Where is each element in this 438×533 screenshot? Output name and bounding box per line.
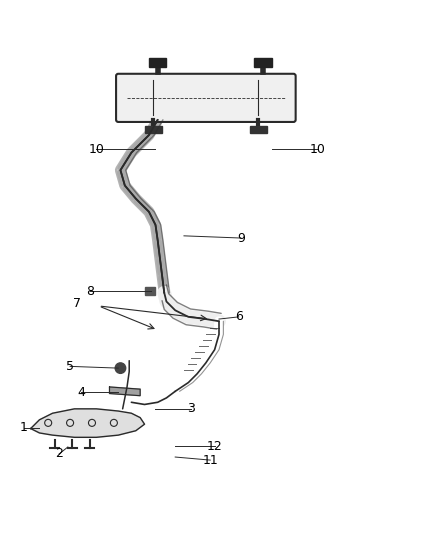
Bar	[250, 126, 267, 133]
Text: 5: 5	[66, 360, 74, 373]
Text: 6: 6	[235, 310, 243, 324]
Text: 9: 9	[237, 231, 245, 245]
Text: 10: 10	[310, 143, 325, 156]
Bar	[145, 287, 155, 295]
Bar	[254, 59, 272, 67]
Text: 3: 3	[187, 402, 194, 415]
Text: 4: 4	[77, 386, 85, 399]
FancyBboxPatch shape	[116, 74, 296, 122]
Polygon shape	[31, 409, 145, 437]
Text: 1: 1	[20, 421, 28, 434]
Text: 7: 7	[73, 297, 81, 310]
Text: 11: 11	[202, 454, 218, 466]
Polygon shape	[110, 387, 140, 395]
Text: 8: 8	[86, 285, 94, 298]
Circle shape	[115, 363, 126, 374]
Bar	[145, 126, 162, 133]
Text: 10: 10	[88, 143, 104, 156]
Bar	[149, 59, 166, 67]
Text: 2: 2	[55, 448, 63, 461]
Text: 12: 12	[207, 440, 223, 453]
